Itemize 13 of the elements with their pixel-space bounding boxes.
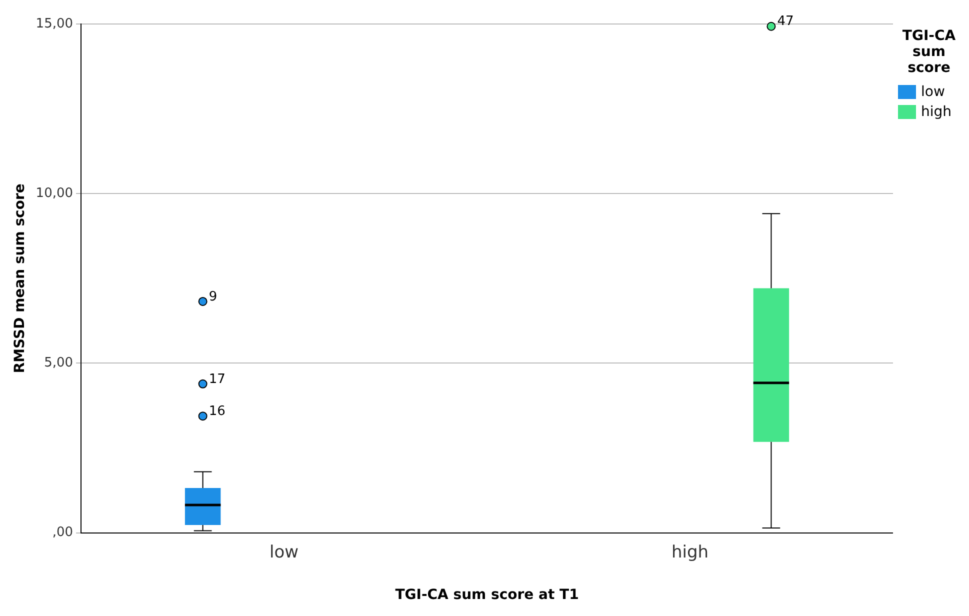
annotation: 16 bbox=[208, 404, 226, 419]
y-tick-label: 10,00 bbox=[36, 186, 74, 201]
y-tick-label: ,00 bbox=[52, 525, 74, 540]
legend-label: low bbox=[921, 84, 945, 100]
annotation: 17 bbox=[208, 372, 226, 387]
annotation: 47 bbox=[777, 14, 794, 30]
x-axis-title: TGI-CA sum score at T1 bbox=[395, 587, 579, 604]
y-axis-title: RMSSD mean sum score bbox=[12, 184, 28, 374]
y-tick-label: 5,00 bbox=[44, 356, 74, 371]
legend-label: high bbox=[921, 104, 952, 120]
y-tick-label: 15,00 bbox=[36, 16, 74, 32]
legend-title: TGI-CA sum score bbox=[901, 28, 957, 76]
annotation: 9 bbox=[208, 289, 218, 304]
